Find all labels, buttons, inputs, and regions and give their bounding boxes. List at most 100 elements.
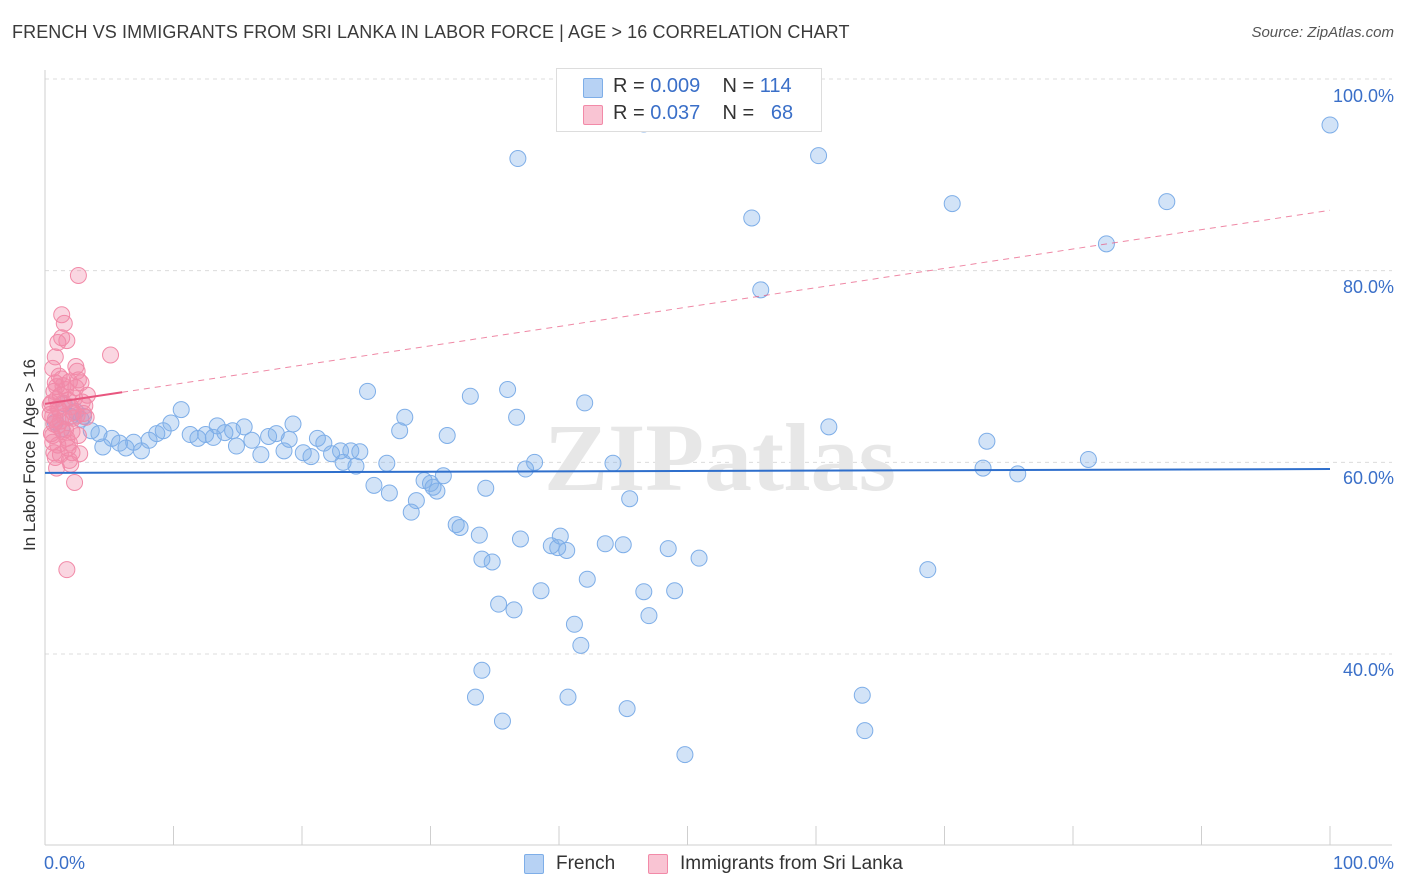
data-point-french [532, 582, 550, 600]
data-point-french [559, 688, 577, 706]
data-point-french [752, 281, 770, 299]
data-point-french [466, 688, 484, 706]
data-point-srilanka [58, 561, 76, 579]
data-point-srilanka [54, 423, 72, 441]
data-point-french [511, 530, 529, 548]
data-point-french [505, 601, 523, 619]
data-point-french [162, 414, 180, 432]
data-point-french [483, 553, 501, 571]
data-point-french [424, 478, 442, 496]
series-srilanka [41, 266, 120, 579]
legend-r-label: R = [613, 75, 651, 97]
data-point-french [490, 595, 508, 613]
legend-n-label: N = [722, 75, 760, 97]
data-point-french [235, 418, 253, 436]
data-point-french [1158, 193, 1176, 211]
data-point-french [342, 442, 360, 460]
data-point-srilanka [102, 346, 120, 364]
data-point-french [396, 408, 414, 426]
data-point-french [493, 712, 511, 730]
data-point-srilanka [41, 396, 59, 414]
data-point-srilanka [53, 329, 71, 347]
data-point-french [243, 431, 261, 449]
legend: R = 0.009 N = 114 R = 0.037 N = 68 [556, 68, 822, 132]
watermark: ZIPatlas [544, 404, 896, 511]
legend-r-value: 0.037 [650, 102, 701, 124]
data-point-french [351, 443, 369, 461]
data-point-french [526, 453, 544, 471]
data-point-french [856, 722, 874, 740]
legend-r-value: 0.009 [650, 75, 701, 97]
axes [44, 70, 1392, 846]
data-point-srilanka [46, 410, 64, 428]
data-point-french [227, 437, 245, 455]
y-tick-80: 80.0% [1342, 277, 1394, 297]
data-point-french [181, 426, 199, 444]
data-point-french [578, 570, 596, 588]
data-point-french [618, 700, 636, 718]
data-point-french [919, 561, 937, 579]
gridlines [45, 78, 1392, 655]
bottom-legend-swatch-french [524, 854, 544, 874]
data-point-french [596, 535, 614, 553]
data-point-srilanka [57, 381, 75, 398]
trend-line-srilanka-solid [44, 391, 123, 405]
data-point-french [621, 490, 639, 508]
bottom-legend-label-french: French [556, 853, 616, 874]
data-point-french [666, 582, 684, 600]
data-point-french [551, 527, 569, 545]
data-point-srilanka [66, 473, 84, 491]
y-tick-60: 60.0% [1342, 468, 1394, 488]
data-point-french [477, 479, 495, 497]
data-point-french [347, 457, 365, 475]
legend-swatch-french [583, 78, 603, 98]
data-point-french [365, 476, 383, 494]
data-point-french [380, 484, 398, 502]
data-point-french [499, 381, 517, 398]
data-point-srilanka [63, 444, 81, 462]
y-axis-label: In Labor Force | Age > 16 [20, 358, 39, 552]
chart-title: FRENCH VS IMMIGRANTS FROM SRI LANKA IN L… [12, 22, 850, 42]
data-point-french [359, 382, 377, 400]
series-french [46, 115, 1339, 764]
data-point-french [635, 583, 653, 601]
data-point-srilanka [53, 306, 71, 324]
data-point-french [294, 444, 312, 462]
legend-n-value: 114 [759, 75, 792, 97]
data-point-french [407, 492, 425, 510]
x-tick-0: 0.0% [44, 853, 86, 873]
data-point-french [189, 429, 207, 447]
data-point-french [94, 438, 112, 456]
data-point-french [542, 537, 560, 555]
data-point-french [690, 549, 708, 567]
legend-swatch-srilanka [583, 105, 603, 125]
data-point-srilanka [78, 386, 96, 404]
y-tick-100: 100.0% [1332, 86, 1394, 106]
data-point-french [284, 415, 302, 433]
data-point-french [302, 448, 320, 466]
data-point-french [509, 150, 527, 168]
data-point-french [451, 519, 469, 536]
data-point-french [614, 536, 632, 554]
x-tick-100: 100.0% [1332, 853, 1394, 873]
data-point-srilanka [44, 359, 62, 377]
data-point-french [676, 746, 694, 764]
bottom-legend-swatch-srilanka [648, 854, 668, 874]
data-point-french [434, 467, 452, 485]
data-point-french [1321, 116, 1339, 134]
data-point-srilanka [67, 358, 85, 375]
data-point-french [943, 195, 961, 213]
data-point-french [576, 394, 594, 412]
data-point-french [470, 526, 488, 544]
data-point-french [172, 401, 190, 419]
data-point-french [1009, 465, 1027, 483]
trend-lines [44, 209, 1331, 474]
data-point-french [280, 430, 298, 448]
data-point-srilanka [58, 332, 76, 350]
bottom-legend-label-srilanka: Immigrants from Sri Lanka [680, 853, 903, 874]
data-point-srilanka [69, 266, 87, 284]
data-point-french [810, 147, 828, 165]
data-point-french [572, 636, 590, 654]
data-point-french [508, 408, 526, 426]
